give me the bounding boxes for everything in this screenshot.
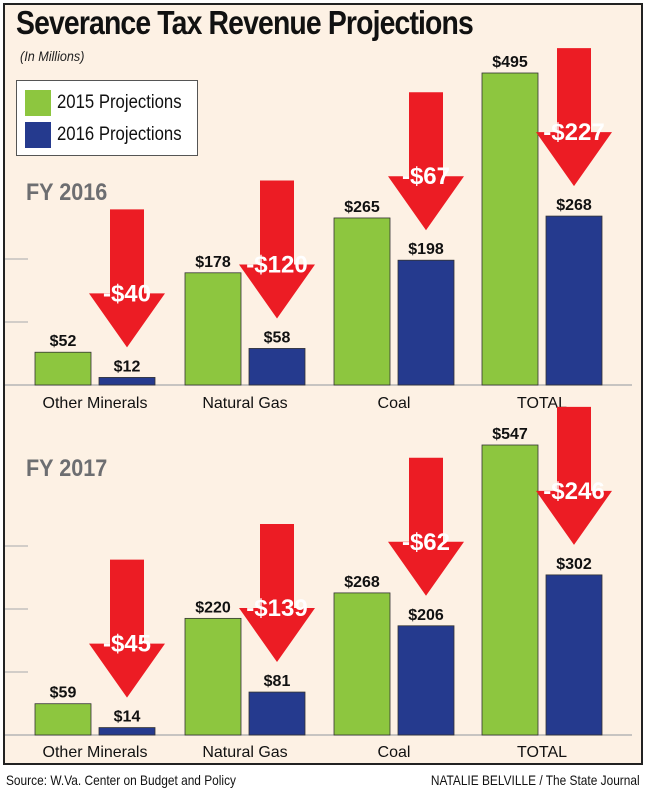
fy2017-change-arrow-icon: [89, 559, 165, 698]
credit-note: NATALIE BELVILLE / The State Journal: [431, 772, 640, 788]
fy2017-value-label: $59: [50, 685, 77, 702]
fy2016-bar-2015: [333, 217, 391, 386]
fy2017-value-label: $268: [344, 574, 380, 591]
fy2016-change-arrow-icon: [89, 209, 165, 348]
legend-item-2016: 2016 Projections: [25, 122, 199, 148]
fy2016-bar-2016: [248, 348, 306, 386]
fy2016-value-label: $265: [344, 199, 380, 216]
fy2016-value-label: $178: [195, 254, 231, 271]
source-note: Source: W.Va. Center on Budget and Polic…: [6, 772, 236, 788]
fy2016-category-label: Other Minerals: [43, 395, 148, 412]
legend-item-2015: 2015 Projections: [25, 90, 199, 116]
fy2017-category-label: Other Minerals: [43, 744, 148, 761]
fy2016-change-label: -$120: [246, 251, 307, 278]
fy2016-change-label: -$40: [103, 280, 151, 307]
fy2017-change-label: -$246: [543, 478, 604, 505]
chart-subtitle: (In Millions): [20, 48, 85, 64]
fy2016-bar-2016: [545, 215, 603, 386]
fy2017-category-label: Natural Gas: [202, 744, 287, 761]
legend-label-2015: 2015 Projections: [57, 92, 182, 113]
fy2017-value-label: $206: [408, 607, 444, 624]
fy2017-panel-title: FY 2017: [26, 454, 107, 481]
fy2017-bar-2016: [545, 574, 603, 736]
fy2016-value-label: $198: [408, 241, 444, 258]
fy2017-bar-2016: [397, 625, 455, 736]
fy2017-value-label: $14: [114, 709, 141, 726]
fy2016-change-label: -$227: [543, 119, 604, 146]
fy2017-change-label: -$45: [103, 631, 151, 658]
fy2016-panel-title: FY 2016: [26, 178, 107, 205]
fy2017-category-label: TOTAL: [517, 744, 567, 761]
fy2017-change-label: -$62: [402, 529, 450, 556]
fy2017-value-label: $81: [264, 673, 291, 690]
fy2017-change-arrow-icon: [388, 457, 464, 596]
fy2016-value-label: $52: [50, 333, 77, 350]
fy2016-bar-2015: [481, 72, 539, 386]
fy2017-value-label: $220: [195, 599, 231, 616]
fy2017-category-label: Coal: [378, 744, 411, 761]
fy2016-change-arrow-icon: [239, 180, 315, 319]
fy2016-change-label: -$67: [402, 163, 450, 190]
fy2016-bar-2015: [184, 272, 242, 386]
fy2016-change-arrow-icon: [388, 92, 464, 231]
fy2016-category-label: Natural Gas: [202, 395, 287, 412]
fy2016-category-label: TOTAL: [517, 395, 567, 412]
fy2017-change-arrow-icon: [239, 524, 315, 663]
chart-title: Severance Tax Revenue Projections: [16, 4, 474, 41]
fy2016-value-label: $58: [264, 329, 291, 346]
fy2017-bar-2015: [333, 592, 391, 736]
fy2017-bar-2016: [98, 727, 156, 736]
legend: 2015 Projections 2016 Projections: [16, 80, 198, 156]
fy2017-bar-2016: [248, 691, 306, 736]
fy2017-bar-2015: [184, 617, 242, 736]
fy2017-value-label: $547: [492, 426, 528, 443]
fy2016-value-label: $12: [114, 358, 141, 375]
legend-swatch-2015: [25, 90, 51, 116]
fy2017-change-arrow-icon: [536, 406, 612, 545]
fy2016-value-label: $268: [556, 197, 592, 214]
fy2017-bar-2015: [34, 703, 92, 736]
fy2017-change-label: -$139: [246, 595, 307, 622]
fy2016-value-label: $495: [492, 54, 528, 71]
fy2016-bar-2015: [34, 351, 92, 386]
fy2016-bar-2016: [397, 259, 455, 386]
fy2017-bar-2015: [481, 444, 539, 736]
fy2016-bar-2016: [98, 377, 156, 386]
legend-swatch-2016: [25, 122, 51, 148]
fy2016-change-arrow-icon: [536, 48, 612, 187]
fy2016-category-label: Coal: [378, 395, 411, 412]
fy2017-value-label: $302: [556, 556, 592, 573]
legend-label-2016: 2016 Projections: [57, 124, 182, 145]
